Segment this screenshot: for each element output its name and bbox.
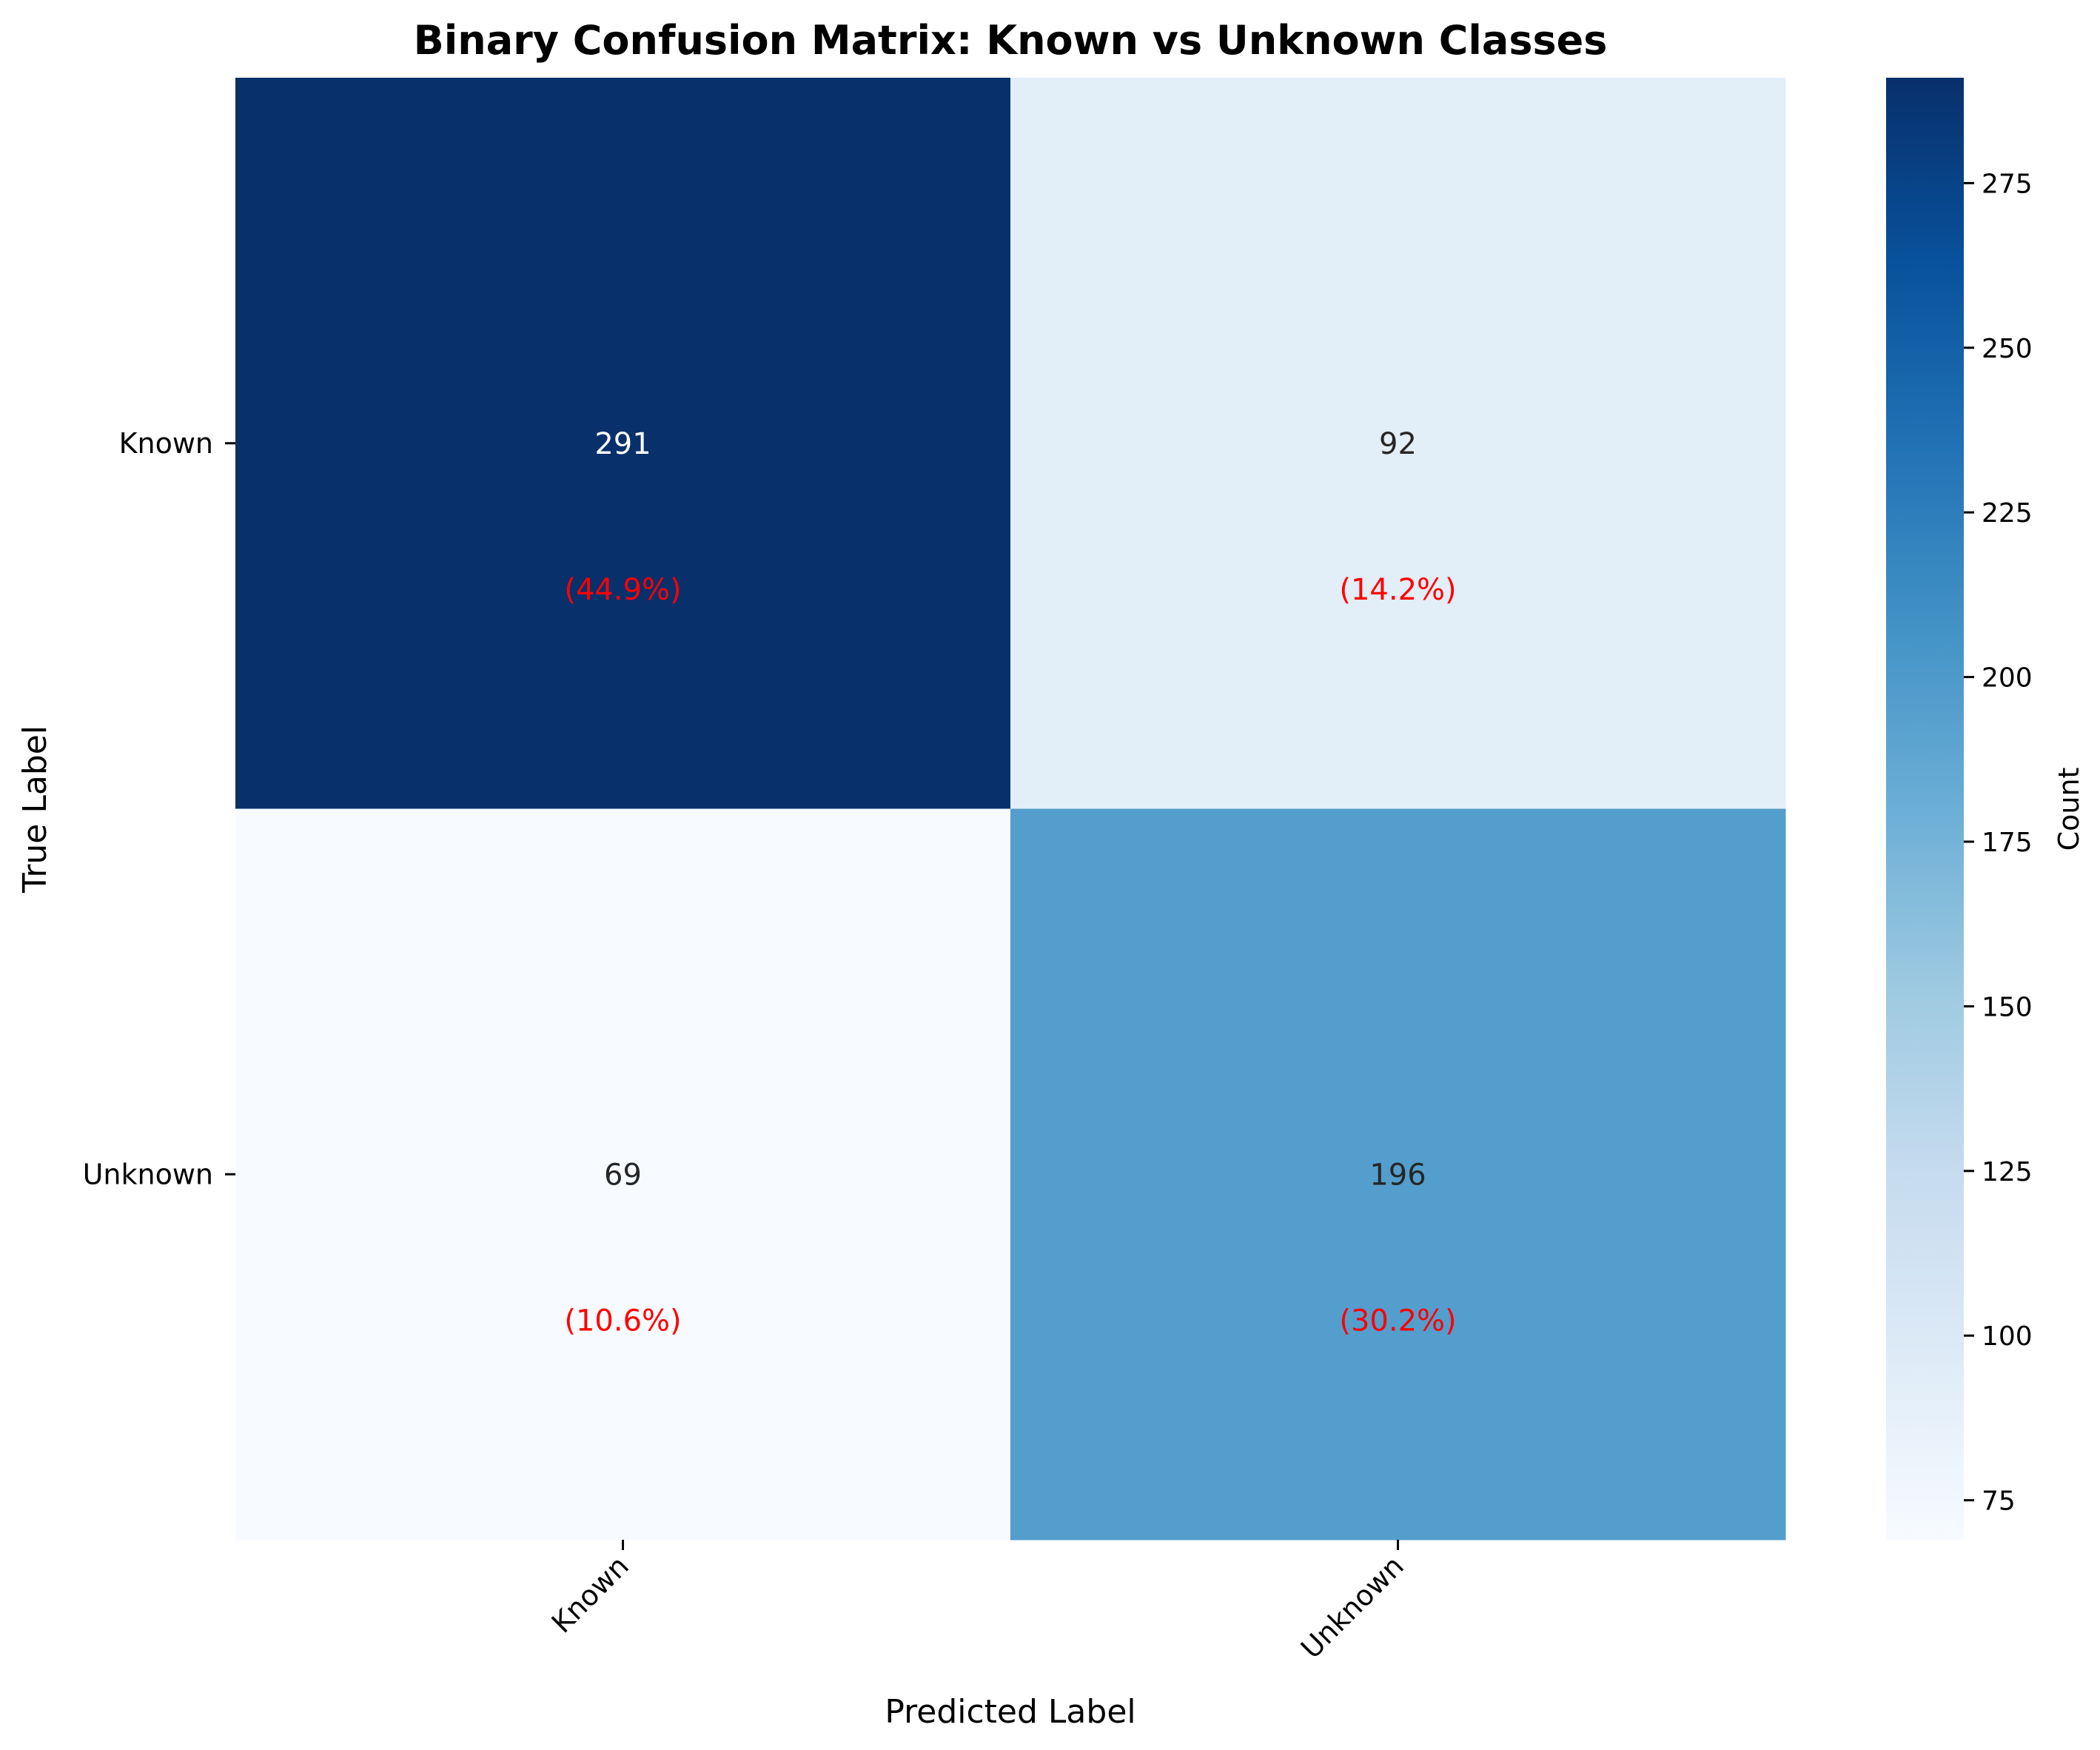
colorbar-tick-label: 225 [1982, 498, 2033, 529]
colorbar-ticks: 75 100 125 150 175 200 225 250 275 [1964, 169, 2033, 1517]
heatmap-annotations: 291 (44.9%) 92 (14.2%) 69 (10.6%) 196 (30.2%) [564, 427, 1456, 1338]
colorbar-tick-label: 75 [1982, 1486, 2016, 1517]
cell-percentage-label: (14.2%) [1339, 573, 1456, 607]
x-tick-label: Known [546, 1549, 635, 1639]
heatmap-cell [1010, 808, 1786, 1541]
cell-count-label: 291 [594, 427, 651, 461]
heatmap-cells [235, 78, 1786, 1541]
colorbar-tick-label: 275 [1982, 169, 2033, 199]
colorbar-label: Count [2053, 768, 2085, 851]
cell-percentage-label: (30.2%) [1339, 1304, 1456, 1338]
colorbar-tick-label: 125 [1982, 1157, 2033, 1187]
cell-count-label: 69 [604, 1158, 642, 1192]
x-axis-ticks: Known Unknown [546, 1540, 1410, 1665]
cell-count-label: 196 [1369, 1158, 1426, 1192]
cell-count-label: 92 [1379, 427, 1417, 461]
colorbar-tick-label: 100 [1982, 1321, 2033, 1352]
colorbar-tick-label: 150 [1982, 992, 2033, 1022]
y-axis-ticks: Known Unknown [83, 427, 235, 1190]
cell-percentage-label: (44.9%) [564, 573, 681, 607]
y-tick-label: Unknown [83, 1158, 213, 1190]
colorbar-tick-label: 175 [1982, 828, 2033, 858]
colorbar-tick-label: 250 [1982, 334, 2033, 364]
x-axis-label: Predicted Label [885, 1693, 1135, 1731]
colorbar: 75 100 125 150 175 200 225 250 275 Count [1886, 78, 2085, 1540]
x-tick-label: Unknown [1295, 1549, 1410, 1665]
y-axis-label: True Label [16, 725, 54, 894]
heatmap-cell [1010, 78, 1786, 809]
heatmap-cell [235, 78, 1011, 809]
colorbar-gradient [1886, 78, 1964, 1540]
colorbar-tick-label: 200 [1982, 663, 2033, 694]
chart-title: Binary Confusion Matrix: Known vs Unknow… [414, 17, 1608, 64]
cell-percentage-label: (10.6%) [564, 1304, 681, 1338]
y-tick-label: Known [119, 427, 213, 460]
heatmap-cell [235, 808, 1011, 1541]
